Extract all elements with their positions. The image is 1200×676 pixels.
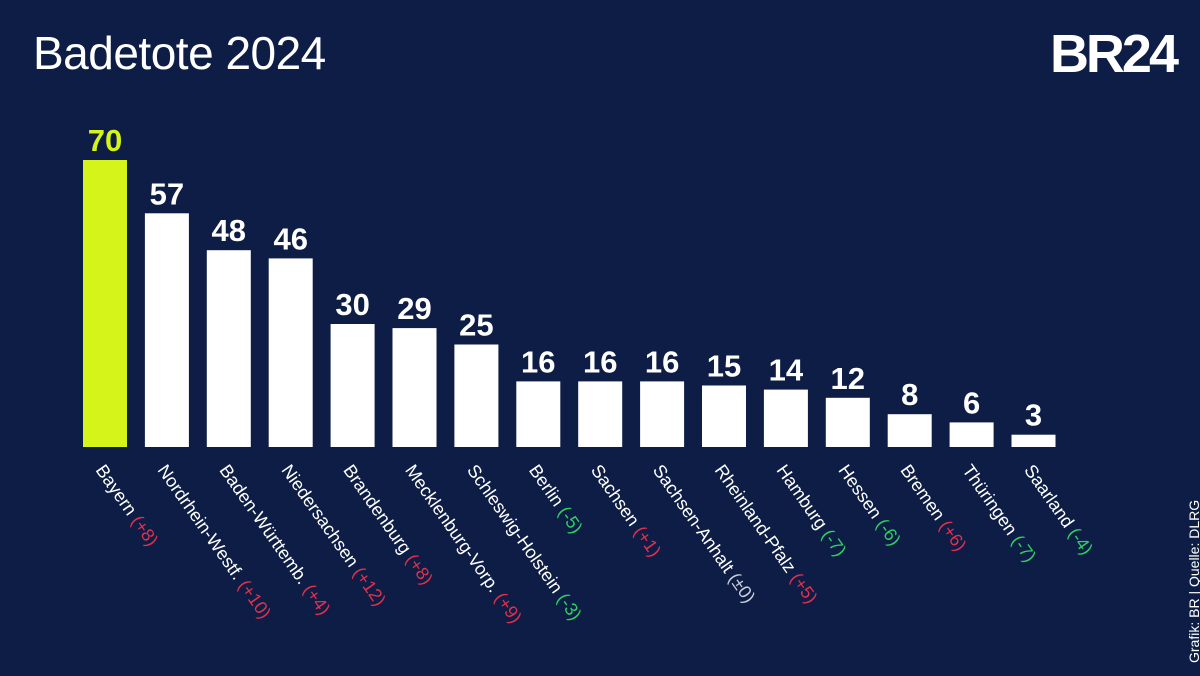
category-label-3: Niedersachsen (+12) bbox=[277, 461, 390, 610]
value-label-9: 16 bbox=[645, 344, 679, 379]
category-label-1: Nordrhein-Westf. (+10) bbox=[154, 461, 275, 623]
change-label: (+10) bbox=[234, 576, 275, 622]
bar-15 bbox=[1011, 434, 1056, 447]
br24-logo: BR24 bbox=[1049, 24, 1179, 84]
value-label-12: 12 bbox=[831, 361, 865, 396]
value-label-13: 8 bbox=[901, 377, 918, 412]
value-label-15: 3 bbox=[1025, 398, 1042, 433]
category-name: Berlin bbox=[525, 461, 571, 514]
category-name: Hamburg bbox=[773, 461, 835, 537]
category-name: Hessen bbox=[835, 461, 889, 527]
chart-title: Badetote 2024 bbox=[33, 27, 326, 79]
bar-0 bbox=[83, 160, 127, 447]
category-label-6: Schleswig-Holstein (-3) bbox=[463, 461, 586, 624]
value-label-0: 70 bbox=[88, 123, 122, 158]
bar-12 bbox=[825, 397, 870, 447]
bar-7 bbox=[516, 381, 561, 447]
value-label-3: 46 bbox=[273, 221, 307, 256]
bar-10 bbox=[702, 385, 746, 447]
bar-1 bbox=[144, 213, 189, 447]
category-label-12: Hessen (-6) bbox=[835, 461, 905, 550]
bar-3 bbox=[268, 258, 313, 447]
bar-14 bbox=[949, 422, 994, 447]
category-label-2: Baden-Württemb. (+4) bbox=[216, 461, 335, 619]
category-label-13: Bremen (+6) bbox=[896, 461, 970, 555]
bar-5 bbox=[392, 328, 437, 447]
bar-13 bbox=[887, 414, 932, 447]
value-label-1: 57 bbox=[150, 176, 184, 211]
category-name: Saarland bbox=[1020, 461, 1081, 536]
bar-9 bbox=[640, 381, 685, 447]
category-name: Bremen bbox=[896, 461, 951, 528]
category-label-0: Bayern (+8) bbox=[92, 461, 163, 550]
value-label-7: 16 bbox=[521, 344, 555, 379]
bar-2 bbox=[206, 250, 251, 447]
bar-8 bbox=[578, 381, 623, 447]
value-label-8: 16 bbox=[583, 344, 617, 379]
value-label-11: 14 bbox=[769, 353, 804, 388]
category-name: Bayern bbox=[92, 461, 144, 523]
category-name: Sachsen bbox=[587, 461, 646, 534]
value-label-5: 29 bbox=[397, 291, 431, 326]
value-label-14: 6 bbox=[963, 385, 980, 420]
category-label-7: Berlin (-5) bbox=[525, 461, 587, 537]
category-name: Thüringen bbox=[958, 461, 1024, 543]
bar-4 bbox=[330, 324, 375, 447]
bar-6 bbox=[454, 344, 499, 447]
value-label-2: 48 bbox=[212, 213, 246, 248]
change-label: (+12) bbox=[349, 563, 390, 609]
value-label-10: 15 bbox=[707, 349, 741, 384]
bar-11 bbox=[763, 389, 808, 447]
category-label-5: Mecklenburg-Vorp. (+9) bbox=[401, 461, 526, 627]
value-label-6: 25 bbox=[459, 308, 493, 343]
value-label-4: 30 bbox=[335, 287, 369, 322]
